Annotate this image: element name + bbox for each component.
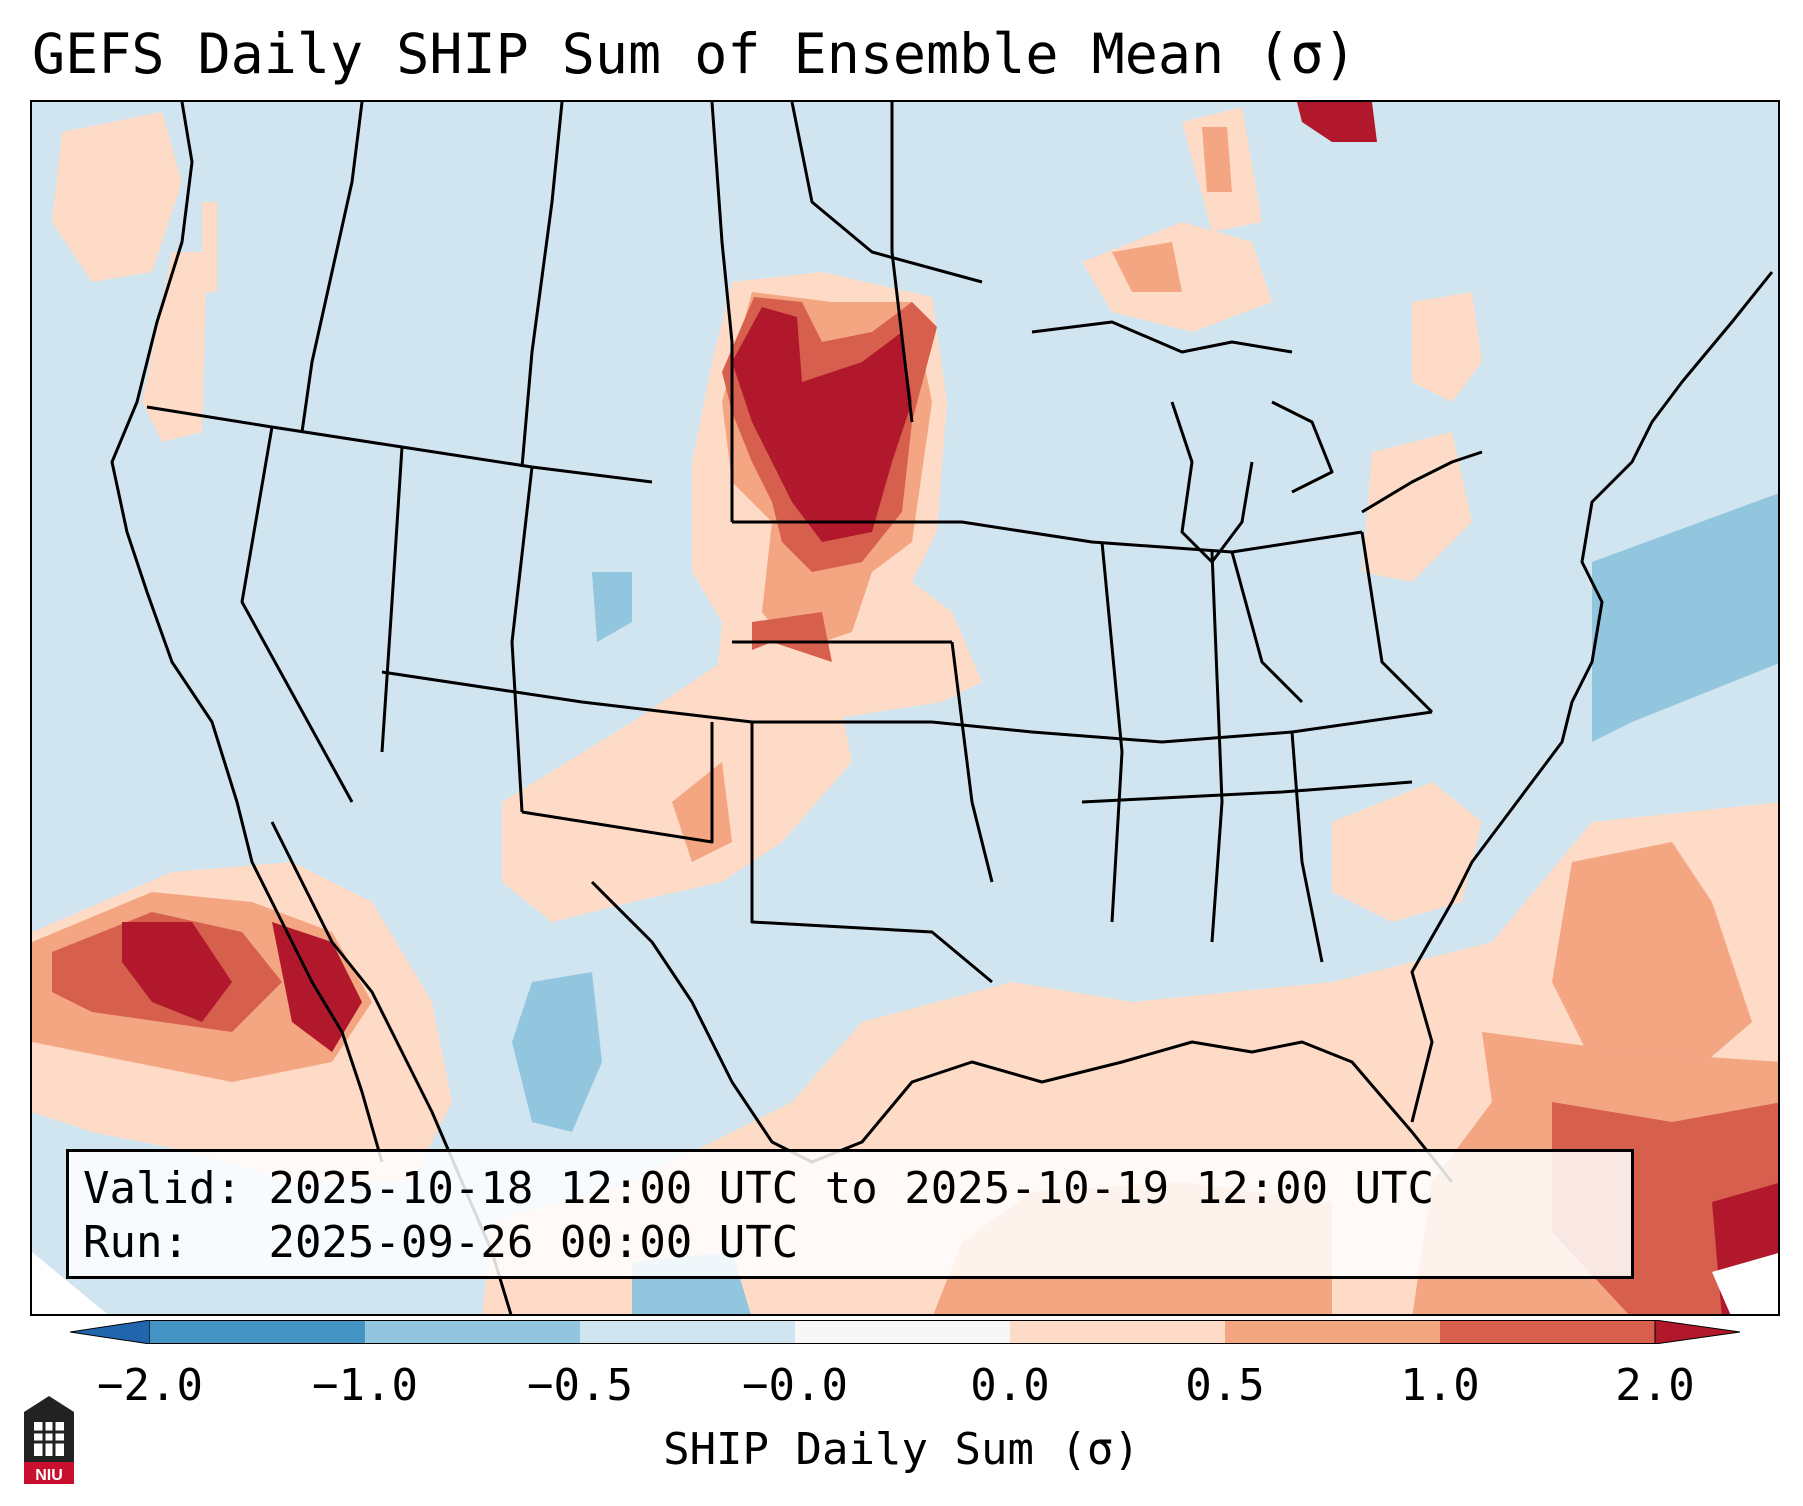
anomaly-patch <box>52 112 182 282</box>
anomaly-patch <box>1552 842 1752 1082</box>
colorbar-tick-label: −0.0 <box>742 1360 848 1411</box>
map-title: GEFS Daily SHIP Sum of Ensemble Mean (σ) <box>32 22 1357 86</box>
colorbar <box>70 1320 1740 1344</box>
run-row: Run: 2025-09-26 00:00 UTC <box>83 1216 1617 1270</box>
lake-shore <box>1271 400 1334 494</box>
colorbar-tick-label: −1.0 <box>312 1360 418 1411</box>
anomaly-patch <box>142 252 207 442</box>
state-border <box>240 426 354 803</box>
state-border <box>732 520 1363 554</box>
valid-row: Valid: 2025-10-18 12:00 UTC to 2025-10-1… <box>83 1162 1617 1216</box>
anomaly-patch <box>732 307 912 542</box>
anomaly-patch <box>272 922 362 1052</box>
coastline <box>110 102 384 1163</box>
anomaly-patch <box>1332 782 1482 922</box>
lake-shore <box>1170 401 1254 564</box>
colorbar-bin <box>365 1320 580 1344</box>
colorbar-tick-label: 0.5 <box>1185 1360 1265 1411</box>
anomaly-patch <box>502 642 852 922</box>
state-border <box>520 102 564 468</box>
run-value: 2025-09-26 00:00 UTC <box>268 1217 799 1268</box>
lake-shore <box>1031 320 1293 354</box>
state-border <box>521 722 714 844</box>
state-border <box>750 722 993 984</box>
anomaly-patch <box>1202 127 1232 192</box>
colorbar-tick-label: 2.0 <box>1615 1360 1695 1411</box>
colorbar-bin <box>795 1320 1010 1344</box>
state-border <box>931 710 1433 744</box>
state-border <box>710 102 734 522</box>
logo-text: NIU <box>35 1467 63 1484</box>
state-border <box>1210 551 1224 943</box>
run-label: Run: <box>83 1217 189 1268</box>
colorbar-tick-label: −2.0 <box>97 1360 203 1411</box>
colorbar-extend-high <box>1654 1320 1740 1344</box>
anomaly-patch <box>1412 292 1482 402</box>
state-border <box>1100 541 1124 923</box>
colorbar-tick-label: 0.0 <box>970 1360 1050 1411</box>
state-border <box>1230 551 1304 704</box>
colorbar-bin <box>150 1320 365 1344</box>
valid-label: Valid: <box>83 1163 242 1214</box>
anomaly-patch <box>1592 493 1778 742</box>
anomaly-patch <box>512 972 602 1132</box>
valid-value: 2025-10-18 12:00 UTC to 2025-10-19 12:00… <box>268 1163 1435 1214</box>
coastline <box>590 880 1454 1183</box>
colorbar-bin <box>580 1320 795 1344</box>
map-panel[interactable] <box>30 100 1780 1316</box>
anomaly-patch <box>1112 242 1182 292</box>
state-border <box>950 641 994 883</box>
state-border <box>1360 531 1434 714</box>
university-seal-icon: NIU <box>24 1396 74 1484</box>
state-border <box>510 466 534 813</box>
colorbar-bin <box>1440 1320 1655 1344</box>
colorbar-extend-low <box>70 1320 151 1344</box>
lake-shore <box>1361 450 1483 514</box>
colorbar-label: SHIP Daily Sum (σ) <box>663 1424 1140 1475</box>
state-border <box>1290 731 1324 963</box>
valid-time-box: Valid: 2025-10-18 12:00 UTC to 2025-10-1… <box>66 1149 1634 1279</box>
state-border <box>380 446 404 753</box>
colorbar-bin <box>1010 1320 1225 1344</box>
map-canvas <box>32 102 1778 1314</box>
anomaly-patch <box>122 922 232 1022</box>
state-border <box>890 102 914 423</box>
colorbar-bin <box>1225 1320 1440 1344</box>
colorbar-tick-label: 1.0 <box>1400 1360 1480 1411</box>
state-border <box>381 670 932 724</box>
anomaly-field <box>32 102 1778 1314</box>
boundaries <box>110 102 1774 1314</box>
colorbar-tick-label: −0.5 <box>527 1360 633 1411</box>
anomaly-patch <box>202 202 217 292</box>
state-border <box>790 102 983 284</box>
anomaly-patch <box>1712 1253 1778 1314</box>
state-border <box>300 102 364 433</box>
anomaly-patch <box>1362 432 1472 582</box>
anomaly-patch <box>1297 102 1377 142</box>
state-border <box>1081 780 1413 804</box>
anomaly-patch <box>592 572 632 642</box>
coastline <box>1410 271 1774 1123</box>
